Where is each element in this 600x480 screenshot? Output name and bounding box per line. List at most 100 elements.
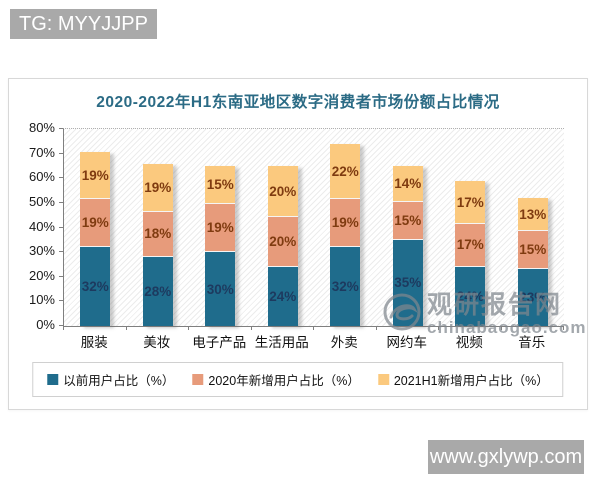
y-tick-label: 0%	[36, 317, 55, 332]
bar-slot: 30% 19% 15%	[189, 166, 252, 326]
bar-value-label: 19%	[331, 215, 359, 231]
bar-slot: 23% 15% 13%	[502, 198, 565, 326]
legend-item: 2021H1新增用户占比（%）	[377, 370, 549, 389]
stacked-bar: 35% 15% 14%	[392, 166, 423, 326]
bar-slot: 24% 17% 17%	[439, 181, 502, 326]
bar-segment: 19%	[80, 151, 111, 200]
site-watermark-badge: www.gxlywp.com	[428, 440, 584, 474]
bar-value-label: 15%	[206, 177, 234, 193]
bar-value-label: 19%	[81, 215, 109, 231]
bar-value-label: 22%	[331, 163, 359, 179]
y-tick-mark	[59, 275, 63, 277]
x-tick-mark	[438, 326, 439, 330]
stacked-bar: 23% 15% 13%	[517, 198, 548, 326]
y-tick-mark	[59, 201, 63, 203]
chart-card: 2020-2022年H1东南亚地区数字消费者市场份额占比情况 32% 19% 19%…	[8, 78, 588, 410]
bar-slot: 28% 18% 19%	[127, 163, 190, 326]
bar-value-label: 13%	[519, 206, 547, 222]
bar-segment: 23%	[517, 269, 548, 326]
y-tick-mark	[59, 300, 63, 302]
x-tick-mark	[125, 326, 127, 330]
tg-watermark-badge: TG: MYYJJPP	[10, 9, 157, 39]
legend-swatch	[377, 374, 389, 385]
y-tick-label: 30%	[28, 243, 55, 259]
y-tick-label: 20%	[28, 267, 55, 283]
bar-segment: 24%	[455, 266, 486, 326]
y-tick-label: 40%	[28, 218, 55, 234]
bar-segment: 32%	[330, 247, 361, 326]
x-category-label: 生活用品	[254, 335, 309, 350]
bar-segment: 17%	[455, 224, 486, 267]
bar-segment: 14%	[392, 166, 423, 202]
bar-value-label: 20%	[269, 233, 297, 249]
bar-segment: 17%	[455, 181, 486, 225]
x-category-label: 外卖	[330, 335, 358, 350]
bar-segment: 20%	[267, 166, 298, 217]
bar-value-label: 19%	[144, 179, 172, 195]
x-category-label: 电子产品	[192, 335, 247, 350]
bar-value-label: 24%	[456, 288, 484, 304]
legend-label: 以前用户占比（%）	[63, 374, 175, 388]
bar-segment: 22%	[330, 144, 361, 200]
y-tick-label: 10%	[28, 292, 55, 308]
y-tick-mark	[59, 251, 63, 253]
bar-value-label: 32%	[81, 279, 109, 295]
legend-label: 2021H1新增用户占比（%）	[393, 374, 549, 388]
bar-value-label: 32%	[331, 279, 359, 295]
x-category-label: 视频	[455, 335, 483, 350]
stacked-bar: 30% 19% 15%	[205, 166, 236, 326]
y-tick-label: 80%	[28, 120, 55, 135]
bar-segment: 18%	[142, 211, 173, 258]
y-tick-mark	[59, 128, 63, 129]
stacked-bar: 24% 20% 20%	[267, 166, 298, 326]
bar-segment: 32%	[80, 247, 111, 326]
bar-slot: 32% 19% 19%	[64, 151, 127, 326]
y-tick-label: 70%	[28, 144, 55, 160]
bar-segment: 30%	[205, 252, 236, 326]
bar-segment: 35%	[392, 239, 423, 326]
legend-label: 2020年新增用户占比（%）	[208, 374, 360, 388]
bar-value-label: 35%	[394, 275, 422, 291]
bar-segment: 19%	[80, 199, 111, 248]
legend-item: 2020年新增用户占比（%）	[192, 370, 360, 389]
bar-segment: 20%	[267, 216, 298, 267]
chart-title: 2020-2022年H1东南亚地区数字消费者市场份额占比情况	[96, 94, 500, 111]
bar-value-label: 20%	[269, 183, 297, 199]
legend-item: 以前用户占比（%）	[47, 370, 174, 389]
bar-value-label: 23%	[519, 290, 547, 306]
bar-slot: 35% 15% 14%	[377, 166, 440, 326]
stacked-bar: 24% 17% 17%	[455, 181, 486, 326]
x-tick-mark	[563, 326, 564, 330]
x-tick-mark	[375, 326, 377, 330]
bar-value-label: 14%	[394, 176, 422, 192]
bar-segment: 13%	[517, 198, 548, 232]
legend-swatch	[47, 374, 59, 385]
legend-swatch	[192, 374, 204, 385]
bar-value-label: 28%	[144, 284, 172, 300]
stacked-bar: 28% 18% 19%	[142, 163, 173, 326]
bar-value-label: 18%	[144, 226, 172, 242]
stacked-bar: 32% 19% 22%	[330, 144, 361, 326]
x-tick-mark	[313, 326, 314, 330]
bar-value-label: 19%	[81, 167, 109, 183]
x-tick-mark	[188, 326, 189, 330]
bar-value-label: 15%	[394, 212, 422, 228]
x-category-label: 服装	[80, 335, 108, 350]
bar-value-label: 17%	[456, 237, 484, 253]
bar-segment: 15%	[392, 201, 423, 240]
bar-segment: 19%	[330, 199, 361, 248]
x-tick-mark	[500, 326, 502, 330]
x-tick-mark	[63, 326, 64, 330]
bar-value-label: 15%	[519, 242, 547, 258]
bar-segment: 15%	[517, 231, 548, 270]
x-category-label: 音乐	[518, 335, 546, 350]
chart-legend: 以前用户占比（%） 2020年新增用户占比（%） 2021H1新增用户占比（%）	[32, 362, 564, 397]
bar-segment: 24%	[267, 266, 298, 326]
bar-value-label: 19%	[206, 220, 234, 236]
y-tick-mark	[59, 325, 63, 326]
y-tick-mark	[59, 177, 63, 179]
bar-value-label: 24%	[269, 288, 297, 304]
x-category-label: 网约车	[386, 335, 428, 350]
y-tick-mark	[59, 226, 63, 228]
